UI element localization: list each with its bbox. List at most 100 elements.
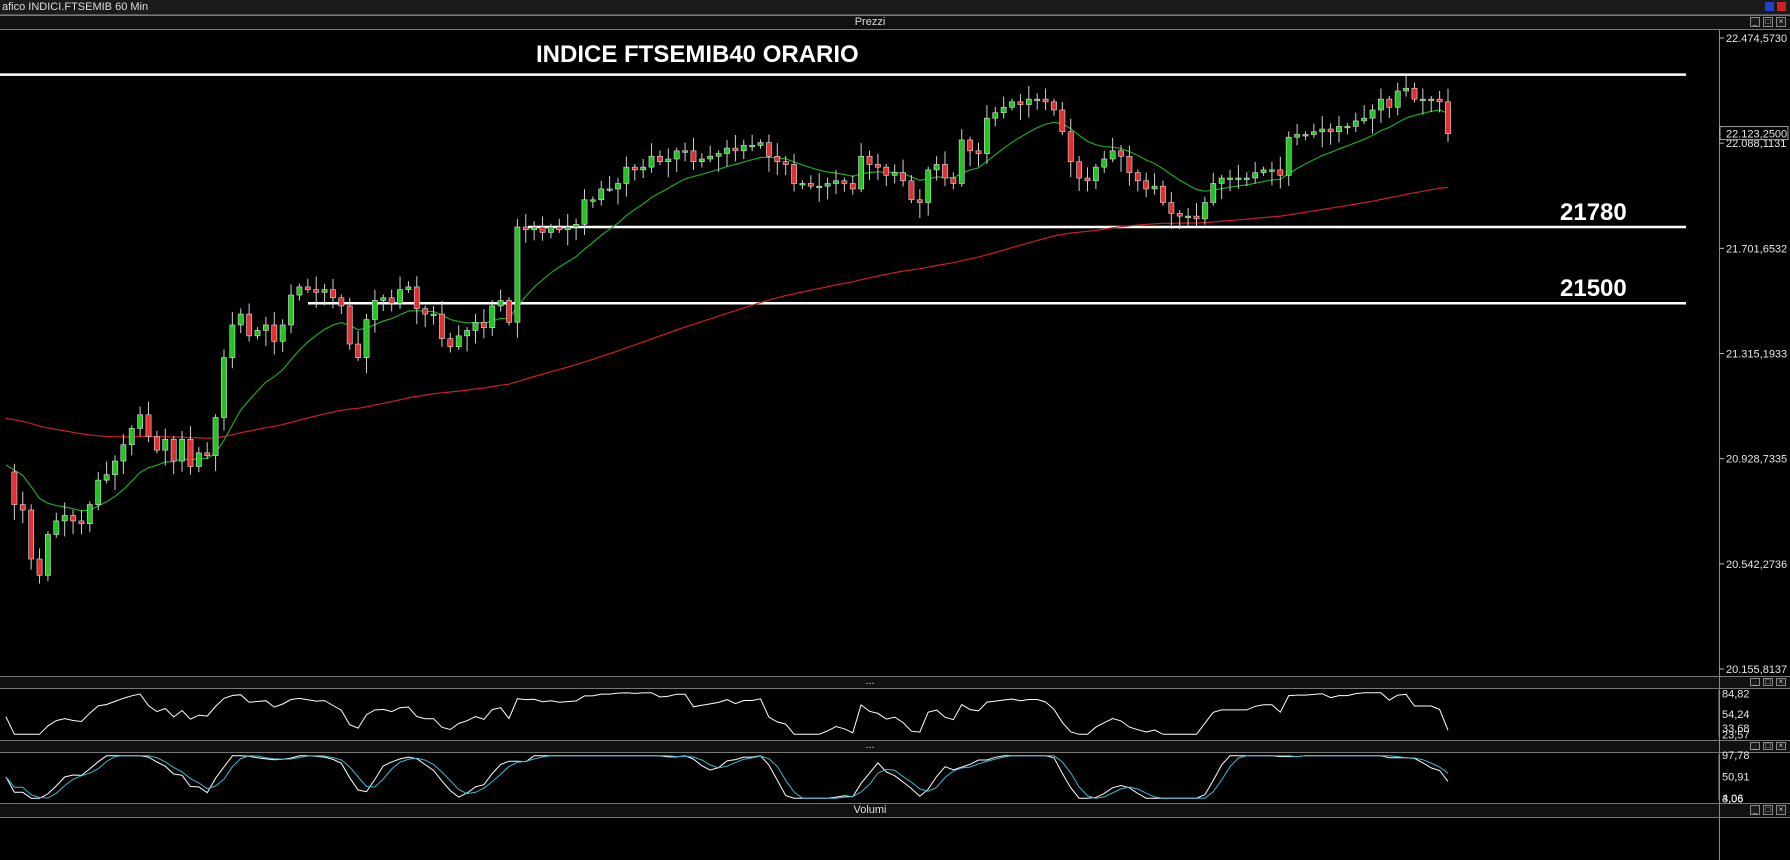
candle-up xyxy=(489,305,496,329)
candle-up xyxy=(1336,126,1342,133)
candle-up xyxy=(1025,98,1032,105)
close-icon[interactable] xyxy=(1777,2,1786,11)
candle-down xyxy=(1051,101,1057,111)
minimize-pane-icon[interactable]: _ xyxy=(1750,805,1760,815)
support-level-label: 21780 xyxy=(1560,199,1627,226)
candle-down xyxy=(791,164,797,184)
candle-down xyxy=(330,289,336,299)
candle-down xyxy=(690,150,697,163)
candle-up xyxy=(816,185,823,188)
maximize-pane-icon[interactable]: □ xyxy=(1763,742,1773,750)
candle-down xyxy=(439,313,445,339)
candle-down xyxy=(1176,213,1183,217)
price-pane: INDICE FTSEMIB40 ORARIO 21780 21500 22.47… xyxy=(0,33,1789,676)
candle-down xyxy=(422,308,429,315)
candle-down xyxy=(1118,150,1124,157)
candle-down xyxy=(154,436,160,451)
close-pane-icon[interactable]: × xyxy=(1776,17,1786,27)
candle-down xyxy=(388,297,395,304)
candle-down xyxy=(1386,98,1393,108)
support-levels: 21780 21500 xyxy=(308,199,1686,305)
candle-up xyxy=(288,294,294,326)
candle-up xyxy=(371,300,378,320)
candle-down xyxy=(1436,98,1443,103)
candle-down xyxy=(883,166,890,176)
candle-up xyxy=(1260,169,1267,173)
close-pane-icon[interactable]: × xyxy=(1776,742,1786,750)
candle-down xyxy=(1134,172,1141,182)
candle-up xyxy=(1243,177,1250,180)
minimize-pane-icon[interactable]: _ xyxy=(1750,742,1760,750)
price-axis-label: 21.701,6532 xyxy=(1726,243,1787,255)
osc-axis-label: 97,78 xyxy=(1722,750,1750,762)
candle-down xyxy=(70,515,76,522)
candle-down xyxy=(1126,155,1133,173)
candle-up xyxy=(262,324,269,331)
candle-down xyxy=(170,438,177,462)
candle-down xyxy=(967,139,974,152)
candle-up xyxy=(724,147,730,154)
price-axis-line xyxy=(1719,30,1720,860)
candle-up xyxy=(715,153,722,157)
candle-up xyxy=(1428,98,1435,101)
candle-up xyxy=(1294,134,1300,138)
moving-average-short xyxy=(5,109,1449,512)
osc-axis-label: 3,06 xyxy=(1722,794,1743,806)
candle-down xyxy=(875,164,881,168)
candle-up xyxy=(1302,134,1309,137)
candle-down xyxy=(1042,98,1049,103)
candle-up xyxy=(1285,136,1292,176)
candle-up xyxy=(1227,177,1233,180)
minimize-pane-icon[interactable]: _ xyxy=(1750,17,1760,27)
candle-up xyxy=(137,414,144,429)
candle-up xyxy=(229,324,236,358)
candle-up xyxy=(925,169,932,203)
candle-up xyxy=(321,289,328,293)
candle-up xyxy=(120,444,127,462)
price-axis-label: 22.474,5730 xyxy=(1726,33,1787,45)
candle-down xyxy=(866,155,873,165)
candle-up xyxy=(1210,183,1217,203)
maximize-pane-icon[interactable]: □ xyxy=(1763,17,1773,27)
candle-up xyxy=(296,286,303,296)
restore-icon[interactable] xyxy=(1765,2,1774,11)
close-pane-icon[interactable]: × xyxy=(1776,678,1786,686)
candle-up xyxy=(1000,106,1007,114)
candle-up xyxy=(497,300,504,307)
support-level-label: 21500 xyxy=(1560,275,1627,302)
candle-down xyxy=(346,305,353,345)
candle-down xyxy=(849,183,856,190)
candle-up xyxy=(179,438,185,462)
candle-down xyxy=(766,142,772,157)
last-price-box xyxy=(1719,126,1789,141)
price-axis-label: 22.088,1131 xyxy=(1726,138,1786,150)
candle-up xyxy=(128,428,135,446)
candle-up xyxy=(606,188,613,191)
candle-up xyxy=(698,158,705,163)
candle-up xyxy=(581,199,588,225)
minimize-pane-icon[interactable]: _ xyxy=(1750,678,1760,686)
volume-pane-label: Volumi xyxy=(853,804,887,816)
candle-up xyxy=(279,324,286,342)
osc-axis-label: 33,68 xyxy=(1722,723,1750,735)
osc2-pane-label: ... xyxy=(865,739,875,751)
candle-up xyxy=(430,313,437,316)
candle-up xyxy=(95,479,102,505)
candle-up xyxy=(1151,185,1158,190)
candle-up xyxy=(673,150,680,160)
candle-up xyxy=(45,534,51,576)
window-title-bar: afico INDICI.FTSEMIB 60 Min xyxy=(0,0,1790,15)
candle-up xyxy=(61,515,68,522)
candle-down xyxy=(1193,215,1200,220)
maximize-pane-icon[interactable]: □ xyxy=(1763,678,1773,686)
candle-up xyxy=(1235,177,1242,180)
candle-up xyxy=(162,438,169,451)
price-axis-label: 20.542,2736 xyxy=(1726,559,1787,571)
osc1-pane-controls: _ □ × xyxy=(1750,678,1786,686)
candle-up xyxy=(1319,128,1326,133)
candle-down xyxy=(975,150,982,154)
maximize-pane-icon[interactable]: □ xyxy=(1763,805,1773,815)
close-pane-icon[interactable]: × xyxy=(1776,805,1786,815)
